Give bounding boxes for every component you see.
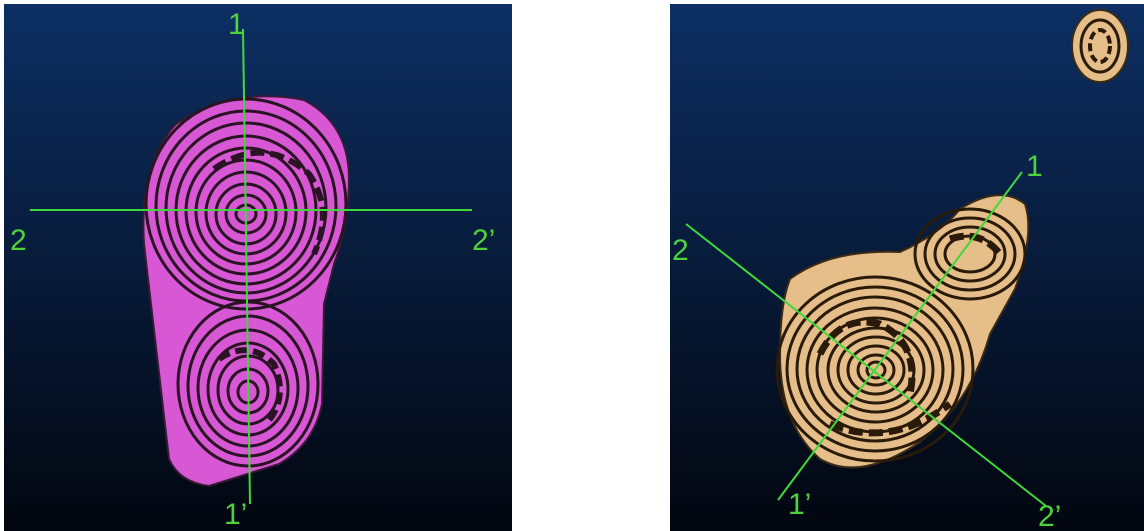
label-1-bottom: 1’ — [224, 498, 247, 531]
left-view-panel: 1 1’ 2 2’ — [4, 4, 512, 531]
section-line-1-1 — [242, 28, 251, 505]
small-tan-part — [1071, 9, 1129, 83]
label-2-right: 2’ — [472, 224, 495, 257]
section-line-1-1 — [777, 171, 1023, 501]
label-1-top: 1 — [1026, 150, 1043, 183]
left-view-canvas: 1 1’ 2 2’ — [4, 4, 512, 531]
section-line-2-2 — [685, 223, 1047, 507]
label-2-left: 2 — [10, 224, 27, 257]
label-1-top: 1 — [228, 8, 245, 41]
right-view-canvas: 1 1’ 2 2’ — [670, 4, 1144, 531]
right-view-panel: 1 1’ 2 2’ — [670, 4, 1144, 531]
label-2-right: 2’ — [1038, 500, 1061, 531]
label-1-bottom: 1’ — [788, 488, 811, 521]
label-2-left: 2 — [672, 234, 689, 267]
